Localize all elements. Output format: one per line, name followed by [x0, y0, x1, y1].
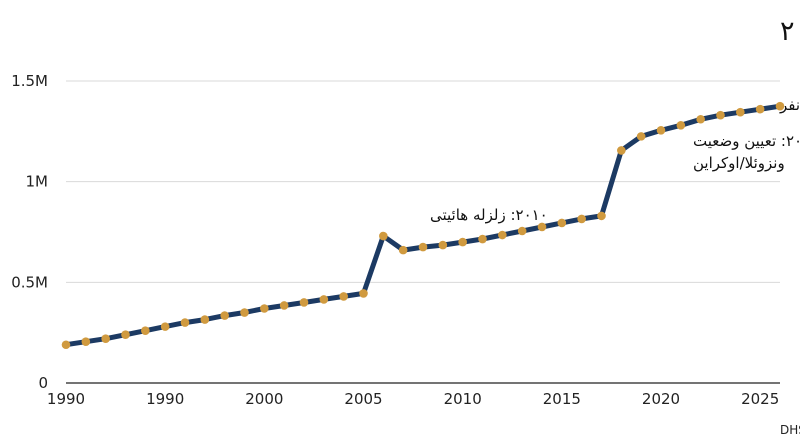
- data-point: [438, 240, 448, 250]
- y-tick-label: 1.5M: [11, 72, 48, 90]
- series-layer: [63, 103, 783, 348]
- y-tick-label: 1M: [26, 173, 49, 191]
- data-point: [101, 334, 110, 344]
- y-tick-label: 0: [38, 374, 48, 392]
- x-tick-label: 2010: [444, 390, 482, 408]
- annotation-label: بیش از ۱.۳ میلیون نفر: [779, 96, 800, 114]
- x-tick-label: 2015: [543, 390, 581, 408]
- data-point: [716, 110, 725, 120]
- data-point: [537, 222, 547, 232]
- annotation-line: ونزوئلا/اوکراین: [693, 154, 785, 172]
- data-point: [656, 126, 666, 135]
- data-point: [141, 326, 150, 335]
- data-point: [339, 292, 348, 301]
- data-point: [736, 107, 745, 117]
- data-point: [577, 214, 586, 224]
- x-tick-label: 1990: [47, 390, 85, 408]
- data-point: [200, 315, 210, 324]
- annotation-line: ۲۰۱۰: زلزله هائیتی: [430, 206, 548, 224]
- data-point: [498, 230, 507, 240]
- x-tick-label: 2005: [344, 390, 382, 408]
- data-point: [61, 340, 71, 350]
- annotation-line: ۲۰۲۲: تعیین وضعیت: [693, 132, 800, 150]
- grid-layer: [66, 80, 780, 283]
- data-point: [775, 101, 785, 111]
- data-point: [260, 304, 269, 313]
- data-point: [81, 337, 91, 347]
- x-tick-label: 2025: [741, 390, 779, 408]
- data-point: [696, 114, 705, 124]
- annotation-label: ۲۰۲۲: تعیین وضعیت ونزوئلا/اوکراین: [693, 132, 800, 172]
- data-point: [319, 295, 329, 304]
- y-tick-label: 0.5M: [11, 273, 48, 291]
- annotation-label: ۲۰۱۰: زلزله هائیتی: [430, 206, 548, 224]
- data-point: [398, 245, 408, 255]
- data-point: [160, 322, 170, 331]
- data-point: [676, 120, 686, 130]
- data-point: [478, 234, 487, 244]
- x-tick-label: 1990: [146, 390, 184, 408]
- data-point: [121, 330, 130, 339]
- data-point: [755, 104, 765, 114]
- data-point: [617, 146, 626, 155]
- points-layer: [61, 101, 785, 350]
- data-point: [458, 237, 467, 247]
- data-point: [279, 301, 289, 310]
- data-point: [636, 132, 646, 141]
- chart-title: کل جمعیت TPS در ایالات متحده: رشد از ۱۹۹…: [780, 16, 800, 47]
- axis-layer: 0 0.5M 1M 1.5M 1990 1990 2000 2005 2010 2015 2020 2…: [11, 72, 780, 408]
- data-point: [180, 318, 190, 327]
- data-point: [359, 289, 368, 298]
- annotations-layer: ۲۰۱۰: زلزله هائیتی ۲۰۲۲: تعیین وضعیت ونزوئ…: [430, 96, 800, 224]
- data-point: [220, 311, 229, 320]
- data-point: [240, 308, 249, 317]
- source-note: منبع: USCIS و تجزیه و تحلیل DHS: [780, 423, 800, 438]
- data-point: [418, 242, 428, 252]
- data-point: [299, 298, 309, 307]
- data-point: [597, 211, 606, 221]
- x-tick-label: 2020: [642, 390, 680, 408]
- data-point: [517, 226, 527, 236]
- x-tick-label: 2000: [245, 390, 283, 408]
- series-line: [63, 103, 783, 348]
- data-point: [557, 218, 567, 228]
- data-point: [379, 231, 388, 241]
- annotation-line: بیش از ۱.۳ میلیون نفر: [779, 96, 800, 114]
